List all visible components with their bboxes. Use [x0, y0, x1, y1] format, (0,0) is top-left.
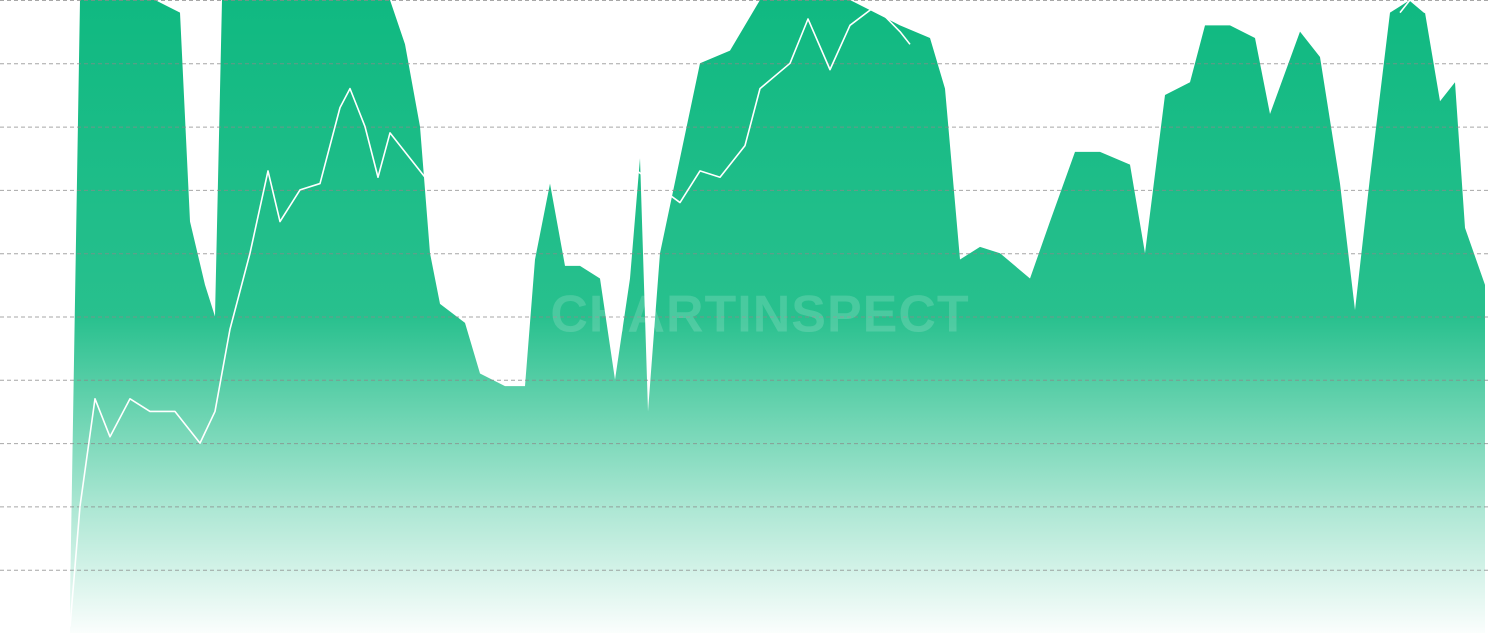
line-layer	[69, 0, 1426, 627]
line	[69, 0, 1426, 627]
grid-layer	[0, 0, 1490, 571]
watermark: CHARTINSPECT	[550, 286, 969, 344]
